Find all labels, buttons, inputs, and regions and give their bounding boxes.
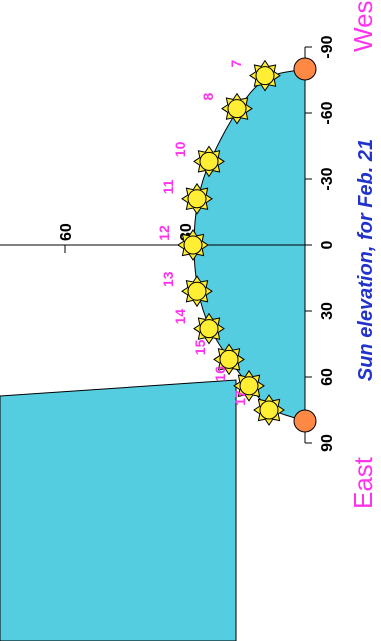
hour-label-12: 12 <box>156 225 172 241</box>
hour-label-8: 8 <box>200 92 216 100</box>
west-label: West <box>348 0 378 52</box>
hour-label-10: 10 <box>172 141 188 157</box>
sun-marker-16 <box>233 369 265 402</box>
hour-label-15: 15 <box>192 339 208 355</box>
sunrise-sun <box>293 57 317 81</box>
elevation-tick-label-1: 60 <box>58 223 75 241</box>
sun-marker-12 <box>177 229 209 261</box>
azimuth-tick-label-4: 30 <box>319 302 336 320</box>
hour-label-7: 7 <box>228 59 244 67</box>
hour-label-11: 11 <box>160 179 176 194</box>
azimuth-tick-label-1: -60 <box>319 101 336 124</box>
sun-marker-8 <box>221 92 253 125</box>
sun-marker-7 <box>249 59 281 92</box>
azimuth-tick-label-3: 0 <box>319 240 336 249</box>
hour-label-16: 16 <box>212 366 228 382</box>
hour-label-14: 14 <box>172 309 188 325</box>
azimuth-tick-label-5: 60 <box>319 368 336 386</box>
east-label: East <box>348 456 378 509</box>
azimuth-tick-label-6: 90 <box>319 434 336 452</box>
sunset-sun <box>293 409 317 433</box>
sun-marker-10 <box>193 145 225 178</box>
hour-label-13: 13 <box>160 271 176 287</box>
chart-title: Sun elevation, for Feb. 21 <box>355 139 377 381</box>
azimuth-tick-label-2: -30 <box>319 167 336 190</box>
sun-marker-15 <box>213 343 245 376</box>
sun-markers <box>177 57 317 433</box>
hour-label-17: 17 <box>232 390 248 406</box>
sun-marker-11 <box>181 182 213 215</box>
sun-marker-17 <box>253 394 285 426</box>
azimuth-tick-labels: -90 -60 -30 0 30 60 90 <box>319 35 336 452</box>
azimuth-tick-label-0: -90 <box>319 35 336 58</box>
sun-marker-13 <box>181 275 213 308</box>
horizon-terrain <box>0 379 237 641</box>
sun-marker-14 <box>193 312 225 345</box>
